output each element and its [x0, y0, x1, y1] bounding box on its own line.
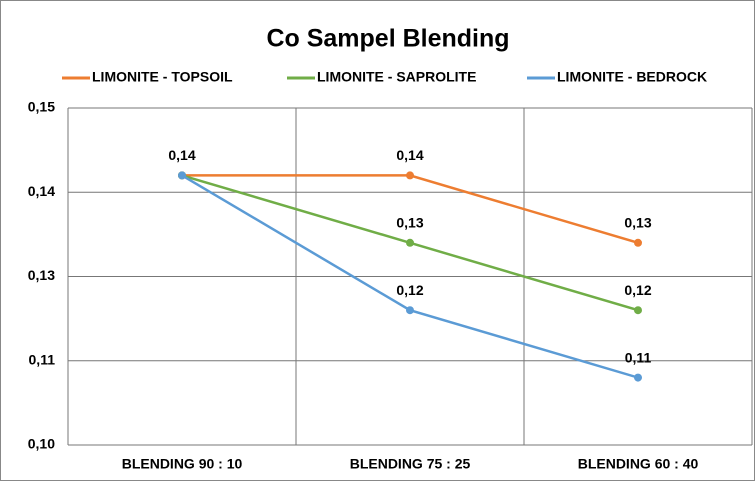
legend-label: LIMONITE - SAPROLITE — [317, 69, 476, 85]
point — [634, 373, 642, 382]
y-tick-label: 0,10 — [28, 436, 55, 452]
x-tick-label: BLENDING 60 : 40 — [578, 456, 699, 472]
x-tick-label: BLENDING 90 : 10 — [122, 456, 243, 472]
data-label: 0,13 — [396, 215, 423, 231]
x-tick-label: BLENDING 75 : 25 — [350, 456, 471, 472]
legend-label: LIMONITE - TOPSOIL — [92, 69, 233, 85]
point — [634, 238, 642, 247]
point — [406, 306, 414, 315]
data-label: 0,14 — [168, 147, 195, 163]
y-tick-label: 0,11 — [29, 351, 56, 367]
legend-label: LIMONITE - BEDROCK — [557, 69, 707, 85]
data-label: 0,14 — [396, 147, 423, 163]
point — [634, 306, 642, 315]
point — [406, 238, 414, 247]
data-label: 0,12 — [396, 282, 423, 298]
data-label: 0,12 — [624, 282, 651, 298]
data-label: 0,13 — [624, 215, 651, 231]
point — [406, 171, 414, 180]
y-tick-label: 0,14 — [28, 183, 55, 199]
chart-title: Co Sampel Blending — [266, 25, 509, 53]
y-tick-label: 0,15 — [28, 99, 55, 115]
point — [178, 171, 186, 180]
y-tick-label: 0,13 — [28, 267, 55, 283]
data-label: 0,11 — [625, 349, 652, 365]
